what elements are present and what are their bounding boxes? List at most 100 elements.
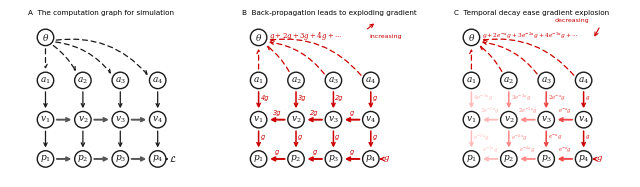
Circle shape	[363, 111, 379, 128]
Text: $a_3$: $a_3$	[328, 75, 339, 86]
Text: $v_2$: $v_2$	[504, 114, 514, 125]
Text: 4g: 4g	[260, 95, 269, 101]
Circle shape	[575, 151, 592, 167]
Text: $\theta$: $\theta$	[255, 32, 262, 43]
Text: $a_2$: $a_2$	[504, 75, 514, 86]
Text: B  Back-propagation leads to exploding gradient: B Back-propagation leads to exploding gr…	[241, 10, 416, 16]
Text: $p_2$: $p_2$	[291, 154, 301, 164]
Text: $a_3$: $a_3$	[115, 75, 125, 86]
Text: $v_4$: $v_4$	[578, 114, 589, 125]
Circle shape	[500, 111, 517, 128]
Text: $a_4$: $a_4$	[365, 75, 376, 86]
Text: g: g	[260, 134, 265, 140]
Circle shape	[250, 72, 267, 89]
Circle shape	[288, 151, 304, 167]
Text: $a_2$: $a_2$	[291, 75, 301, 86]
Text: $v_2$: $v_2$	[291, 114, 301, 125]
Circle shape	[150, 72, 166, 89]
Text: g: g	[312, 149, 317, 155]
Circle shape	[325, 72, 342, 89]
Circle shape	[363, 72, 379, 89]
Circle shape	[37, 72, 54, 89]
Circle shape	[363, 151, 379, 167]
Text: $p_1$: $p_1$	[466, 154, 477, 164]
Text: $a_2$: $a_2$	[77, 75, 88, 86]
Text: $g + 2e^{-a}g + 3e^{-2a}g + 4e^{-3a}g + \cdots$: $g + 2e^{-a}g + 3e^{-2a}g + 4e^{-3a}g + …	[482, 30, 578, 41]
Text: $v_3$: $v_3$	[328, 114, 339, 125]
Text: 2g: 2g	[335, 95, 344, 101]
Text: increasing: increasing	[369, 34, 401, 39]
Text: $g$: $g$	[586, 94, 591, 102]
Text: $p_1$: $p_1$	[40, 154, 51, 164]
Text: g: g	[275, 149, 280, 155]
Text: $e^{-3a}g$: $e^{-3a}g$	[474, 132, 490, 143]
Circle shape	[538, 151, 554, 167]
Circle shape	[250, 111, 267, 128]
Text: g: g	[350, 149, 354, 155]
Circle shape	[150, 111, 166, 128]
Circle shape	[37, 111, 54, 128]
Circle shape	[112, 111, 129, 128]
Text: $p_2$: $p_2$	[503, 154, 515, 164]
Circle shape	[575, 72, 592, 89]
Text: $a_1$: $a_1$	[466, 75, 477, 86]
Text: $p_4$: $p_4$	[578, 154, 589, 164]
Circle shape	[75, 151, 91, 167]
Text: $p_2$: $p_2$	[77, 154, 88, 164]
Text: $2e^{-a}g$: $2e^{-a}g$	[548, 94, 566, 103]
Circle shape	[37, 29, 54, 46]
Text: $a_4$: $a_4$	[152, 75, 163, 86]
Text: $g + 2g + 3g + 4g + \cdots$: $g + 2g + 3g + 4g + \cdots$	[269, 30, 342, 42]
Text: C  Temporal decay ease gradient explosion: C Temporal decay ease gradient explosion	[454, 10, 609, 16]
Circle shape	[500, 72, 517, 89]
Circle shape	[150, 151, 166, 167]
Circle shape	[463, 29, 479, 46]
Circle shape	[463, 72, 479, 89]
Text: decreasing: decreasing	[555, 18, 589, 23]
Text: $v_1$: $v_1$	[467, 114, 477, 125]
Text: g: g	[350, 110, 354, 116]
Circle shape	[288, 111, 304, 128]
Text: $p_3$: $p_3$	[328, 154, 339, 164]
Text: $p_4$: $p_4$	[152, 154, 163, 164]
Circle shape	[112, 151, 129, 167]
Text: $\mathcal{L}$: $\mathcal{L}$	[169, 154, 177, 164]
Text: $3e^{-2a}g$: $3e^{-2a}g$	[511, 93, 531, 103]
Text: $\theta$: $\theta$	[468, 32, 475, 43]
Text: 3g: 3g	[273, 110, 282, 116]
Circle shape	[325, 111, 342, 128]
Text: $v_3$: $v_3$	[115, 114, 125, 125]
Text: $v_1$: $v_1$	[253, 114, 264, 125]
Circle shape	[112, 72, 129, 89]
Circle shape	[538, 72, 554, 89]
Circle shape	[250, 151, 267, 167]
Circle shape	[75, 72, 91, 89]
Text: $p_4$: $p_4$	[365, 154, 376, 164]
Circle shape	[463, 111, 479, 128]
Circle shape	[37, 151, 54, 167]
Text: 2g: 2g	[310, 110, 319, 116]
Text: $4e^{-3a}g$: $4e^{-3a}g$	[474, 93, 493, 103]
Text: $a_3$: $a_3$	[541, 75, 552, 86]
Text: $p_1$: $p_1$	[253, 154, 264, 164]
Text: $v_4$: $v_4$	[152, 114, 163, 125]
Text: $e^{-2a}g$: $e^{-2a}g$	[520, 145, 536, 155]
Text: $e^{-3a}g$: $e^{-3a}g$	[482, 145, 498, 155]
Text: $3e^{-3a}g$: $3e^{-3a}g$	[480, 106, 500, 116]
Text: $a_1$: $a_1$	[40, 75, 51, 86]
Circle shape	[75, 111, 91, 128]
Circle shape	[288, 72, 304, 89]
Text: g: g	[372, 95, 377, 101]
Text: $g$: $g$	[586, 134, 591, 141]
Text: $e^{-a}g$: $e^{-a}g$	[558, 146, 572, 155]
Text: $v_2$: $v_2$	[77, 114, 88, 125]
Text: $p_3$: $p_3$	[541, 154, 552, 164]
Text: g: g	[298, 134, 302, 140]
Circle shape	[575, 111, 592, 128]
Text: $e^{-2a}g$: $e^{-2a}g$	[511, 132, 527, 143]
Text: $a_4$: $a_4$	[578, 75, 589, 86]
Circle shape	[463, 151, 479, 167]
Text: $v_4$: $v_4$	[365, 114, 376, 125]
Circle shape	[325, 151, 342, 167]
Text: 3g: 3g	[298, 95, 307, 101]
